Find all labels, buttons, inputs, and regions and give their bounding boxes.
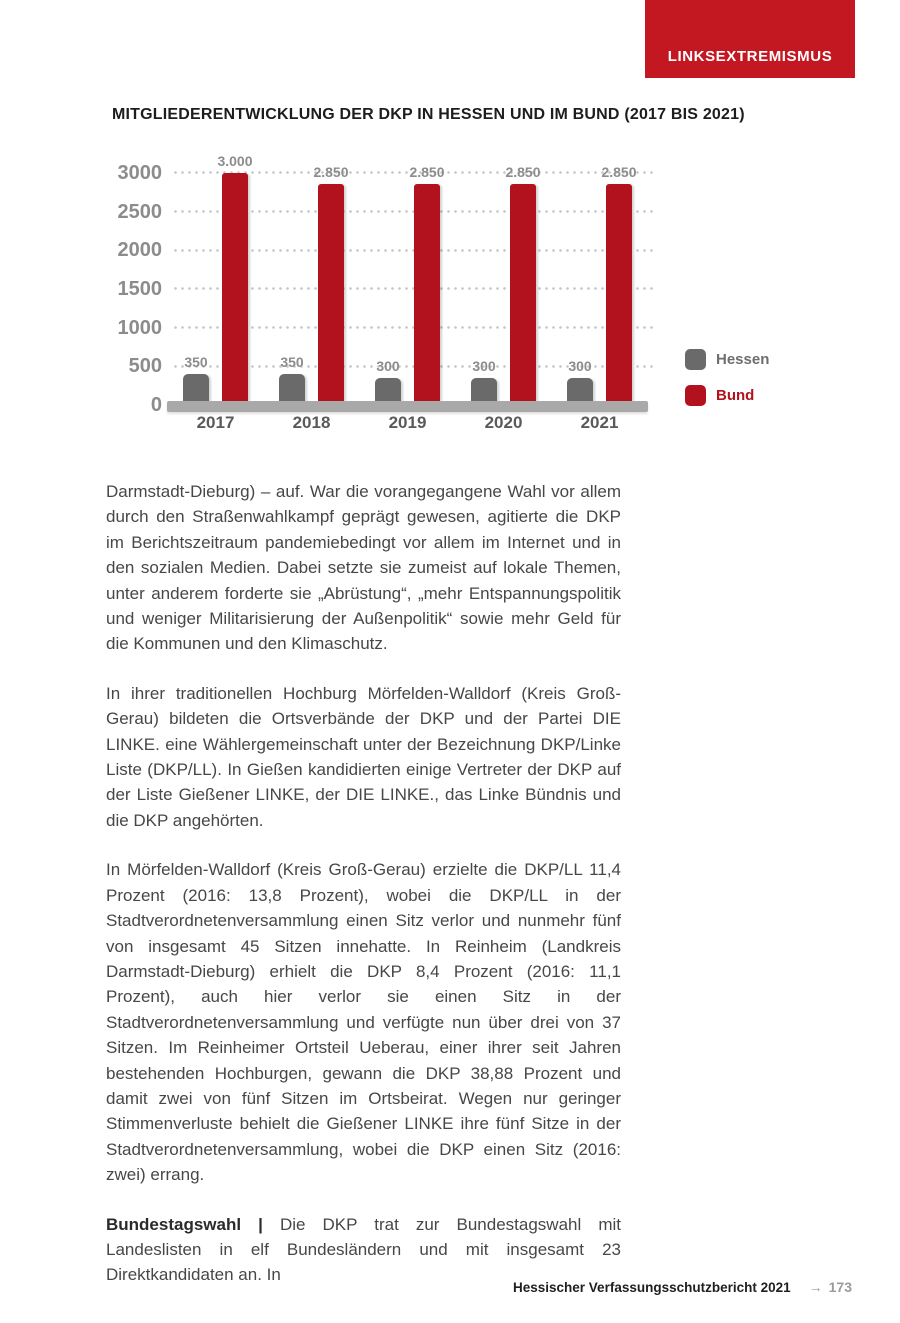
paragraph-4: Bundestagswahl | Die DKP trat zur Bundes… — [106, 1212, 621, 1288]
y-tick-label: 3000 — [117, 161, 163, 184]
bar-value-label: 2.850 — [409, 164, 445, 180]
gridline — [172, 210, 655, 213]
paragraph-3: In Mörfelden-Walldorf (Kreis Groß-Gerau)… — [106, 860, 621, 1185]
legend-item-bund: Bund — [685, 385, 769, 406]
bar-value-label: 300 — [376, 358, 400, 374]
bar-bund-2019 — [414, 184, 440, 401]
legend-label-hessen: Hessen — [716, 351, 770, 368]
x-tick-label-2021: 2021 — [580, 413, 619, 432]
gridline — [172, 326, 655, 330]
bar-bund-2020 — [510, 184, 536, 401]
bar-hessen-2017 — [183, 374, 209, 401]
chart-title: MITGLIEDERENTWICKLUNG DER DKP IN HESSEN … — [112, 106, 745, 123]
bar-value-label: 2.850 — [313, 164, 349, 180]
gridline — [172, 287, 655, 291]
footer-report-title: Hessischer Verfassungsschutzbericht 2021 — [513, 1280, 791, 1295]
bar-bund-2018 — [318, 184, 344, 401]
bar-hessen-2019 — [375, 378, 401, 401]
bar-value-label: 3.000 — [217, 153, 253, 169]
y-tick-label: 2500 — [117, 200, 163, 223]
body-text: Darmstadt-Dieburg) – auf. War die vorang… — [106, 479, 621, 1288]
bar-value-label: 2.850 — [601, 164, 637, 180]
x-tick-label-2017: 2017 — [196, 413, 235, 432]
y-tick-label: 2000 — [117, 239, 163, 262]
gridline — [172, 171, 655, 175]
bar-hessen-2018 — [279, 374, 305, 401]
x-tick-label-2020: 2020 — [484, 413, 523, 432]
bar-bund-2017 — [222, 173, 248, 401]
paragraph-1: Darmstadt-Dieburg) – auf. War die vorang… — [106, 482, 621, 654]
legend-swatch-bund — [685, 385, 706, 406]
legend-label-bund: Bund — [716, 387, 755, 404]
bar-hessen-2021 — [567, 378, 593, 401]
bar-value-label: 300 — [472, 358, 496, 374]
category-badge: LINKSEXTREMISMUS — [645, 0, 855, 78]
y-tick-label: 1500 — [117, 277, 163, 300]
paragraph-4-text: Die DKP trat zur Bundestagswahl mit Land… — [106, 1214, 621, 1285]
bar-chart: 3000 2500 2000 1500 1000 500 0 350 3.000 2017 350 2… — [105, 150, 685, 450]
page-footer: Hessischer Verfassungsschutzbericht 2021… — [513, 1279, 852, 1295]
x-axis-baseline — [167, 401, 648, 412]
arrow-right-icon: → — [808, 1279, 823, 1295]
bar-value-label: 350 — [184, 354, 208, 370]
legend-item-hessen: Hessen — [685, 349, 769, 370]
chart-legend: Hessen Bund — [685, 349, 769, 406]
bar-value-label: 300 — [568, 358, 592, 374]
y-tick-label: 0 — [150, 394, 162, 416]
paragraph-4-lead: Bundestagswahl | — [106, 1214, 280, 1234]
gridline — [172, 364, 655, 368]
legend-swatch-hessen — [685, 349, 706, 370]
gridline — [172, 248, 655, 252]
paragraph-2: In ihrer traditionellen Hochburg Mörfeld… — [106, 683, 621, 830]
bar-value-label: 350 — [280, 354, 304, 370]
category-badge-label: LINKSEXTREMISMUS — [667, 48, 833, 65]
footer-page-number: 173 — [828, 1279, 852, 1295]
x-tick-label-2019: 2019 — [388, 413, 427, 432]
footer-page-indicator: → 173 — [809, 1279, 852, 1295]
bar-hessen-2020 — [471, 378, 497, 401]
y-tick-label: 500 — [128, 355, 162, 378]
bar-value-label: 2.850 — [505, 164, 541, 180]
bar-bund-2021 — [606, 184, 632, 401]
y-tick-label: 1000 — [117, 316, 163, 339]
x-tick-label-2018: 2018 — [292, 413, 331, 432]
